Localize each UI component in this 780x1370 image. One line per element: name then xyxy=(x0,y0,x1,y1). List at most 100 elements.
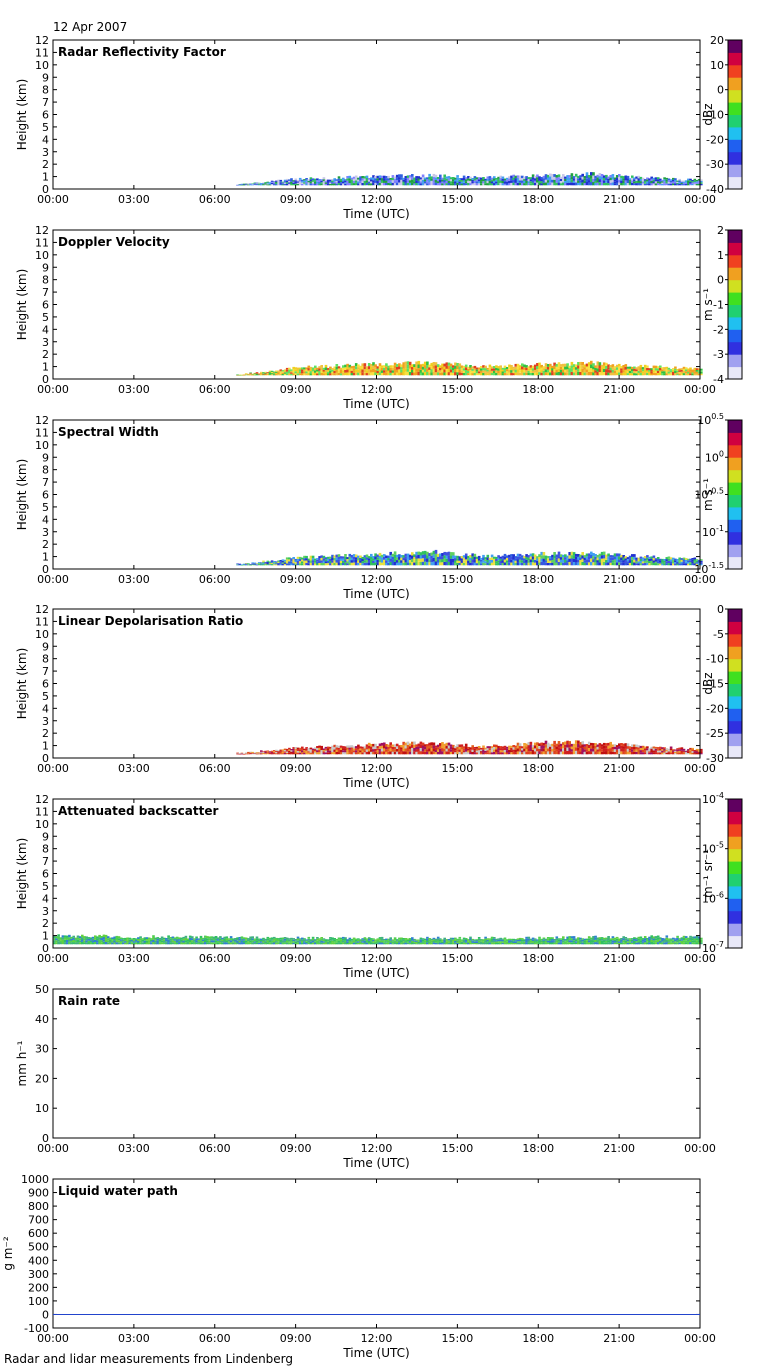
heatmap-cell xyxy=(546,748,550,752)
heatmap-cell xyxy=(387,751,390,755)
y-tick-label: 1 xyxy=(42,171,49,184)
heatmap-cell xyxy=(273,564,276,566)
heatmap-cell xyxy=(383,751,386,755)
heatmap-cell xyxy=(85,938,88,941)
heatmap-cell xyxy=(372,938,375,940)
heatmap-cell xyxy=(206,942,209,945)
heatmap-cell xyxy=(490,554,494,558)
heatmap-cell xyxy=(273,184,276,186)
heatmap-cell xyxy=(656,937,660,940)
heatmap-cell xyxy=(329,748,332,751)
heatmap-cell xyxy=(462,937,466,940)
heatmap-cell xyxy=(527,179,531,182)
heatmap-cell xyxy=(406,942,410,945)
heatmap-cell xyxy=(499,182,502,186)
heatmap-cell xyxy=(680,559,684,562)
heatmap-cell xyxy=(240,753,244,754)
heatmap-cell xyxy=(590,745,593,749)
heatmap-cell xyxy=(680,184,684,186)
heatmap-cell xyxy=(607,940,610,943)
heatmap-cell xyxy=(676,180,679,182)
heatmap-cell xyxy=(523,939,526,941)
heatmap-cell xyxy=(700,182,703,184)
heatmap-cell xyxy=(510,940,513,942)
heatmap-cell xyxy=(700,368,703,371)
heatmap-cell xyxy=(326,183,330,186)
heatmap-cell xyxy=(257,752,261,753)
heatmap-cell xyxy=(404,183,408,186)
heatmap-cell xyxy=(659,370,662,373)
heatmap-cell xyxy=(216,940,220,943)
heatmap-cell xyxy=(335,183,339,186)
heatmap-cell xyxy=(637,940,641,943)
heatmap-cell xyxy=(650,371,653,374)
heatmap-cell xyxy=(270,374,274,376)
heatmap-cell xyxy=(542,373,546,376)
heatmap-cell xyxy=(389,942,392,945)
heatmap-cell xyxy=(296,556,300,559)
heatmap-cell xyxy=(391,940,395,942)
heatmap-cell xyxy=(452,177,455,180)
heatmap-cell xyxy=(516,938,520,940)
heatmap-cell xyxy=(273,752,276,754)
heatmap-cell xyxy=(637,752,641,755)
heatmap-cell xyxy=(357,181,360,184)
heatmap-cell xyxy=(467,180,470,183)
heatmap-cell xyxy=(301,748,304,751)
heatmap-cell xyxy=(335,554,339,558)
heatmap-cell xyxy=(344,559,347,563)
heatmap-cell xyxy=(456,182,459,186)
colorbar-tick-label: -30 xyxy=(706,158,724,171)
heatmap-cell xyxy=(488,563,492,566)
heatmap-cell xyxy=(324,941,328,943)
heatmap-cell xyxy=(329,752,332,755)
heatmap-cell xyxy=(609,175,612,178)
heatmap-cell xyxy=(115,942,119,945)
heatmap-cell xyxy=(693,373,697,376)
heatmap-cell xyxy=(572,183,576,186)
heatmap-cell xyxy=(570,936,574,939)
heatmap-cell xyxy=(555,559,559,563)
heatmap-cell xyxy=(307,370,311,373)
heatmap-cell xyxy=(559,366,563,370)
heatmap-cell xyxy=(577,175,580,179)
heatmap-cell xyxy=(262,751,265,753)
heatmap-cell xyxy=(570,371,574,376)
heatmap-cell xyxy=(607,556,610,560)
heatmap-cell xyxy=(439,177,442,180)
heatmap-cell xyxy=(531,941,535,943)
heatmap-cell xyxy=(499,937,502,940)
heatmap-cell xyxy=(672,559,675,562)
heatmap-cell xyxy=(320,365,323,368)
heatmap-cell xyxy=(85,940,88,943)
heatmap-cell xyxy=(70,940,73,943)
heatmap-cell xyxy=(441,556,444,560)
heatmap-cell xyxy=(579,751,582,755)
heatmap-cell xyxy=(449,555,453,559)
colorbar-tick-label: -1 xyxy=(713,299,724,312)
heatmap-cell xyxy=(471,553,474,557)
heatmap-cell xyxy=(693,752,697,754)
heatmap-cell xyxy=(249,936,252,939)
heatmap-cell xyxy=(650,935,653,938)
heatmap-cell xyxy=(324,367,328,371)
heatmap-cell xyxy=(326,752,330,755)
heatmap-cell xyxy=(652,558,656,561)
heatmap-cell xyxy=(456,942,459,945)
heatmap-cell xyxy=(380,560,384,563)
heatmap-cell xyxy=(648,936,651,939)
heatmap-cell xyxy=(609,741,612,745)
heatmap-cell xyxy=(432,550,436,555)
heatmap-cell xyxy=(639,563,643,566)
heatmap-cell xyxy=(402,941,405,943)
heatmap-cell xyxy=(339,745,343,748)
heatmap-cell xyxy=(408,182,412,186)
heatmap-cell xyxy=(430,745,433,749)
heatmap-cell xyxy=(590,742,593,746)
heatmap-cell xyxy=(581,741,584,745)
heatmap-cell xyxy=(283,562,287,564)
heatmap-cell xyxy=(132,942,136,945)
heatmap-cell xyxy=(244,753,248,755)
heatmap-cell xyxy=(691,752,694,755)
heatmap-cell xyxy=(344,556,347,560)
